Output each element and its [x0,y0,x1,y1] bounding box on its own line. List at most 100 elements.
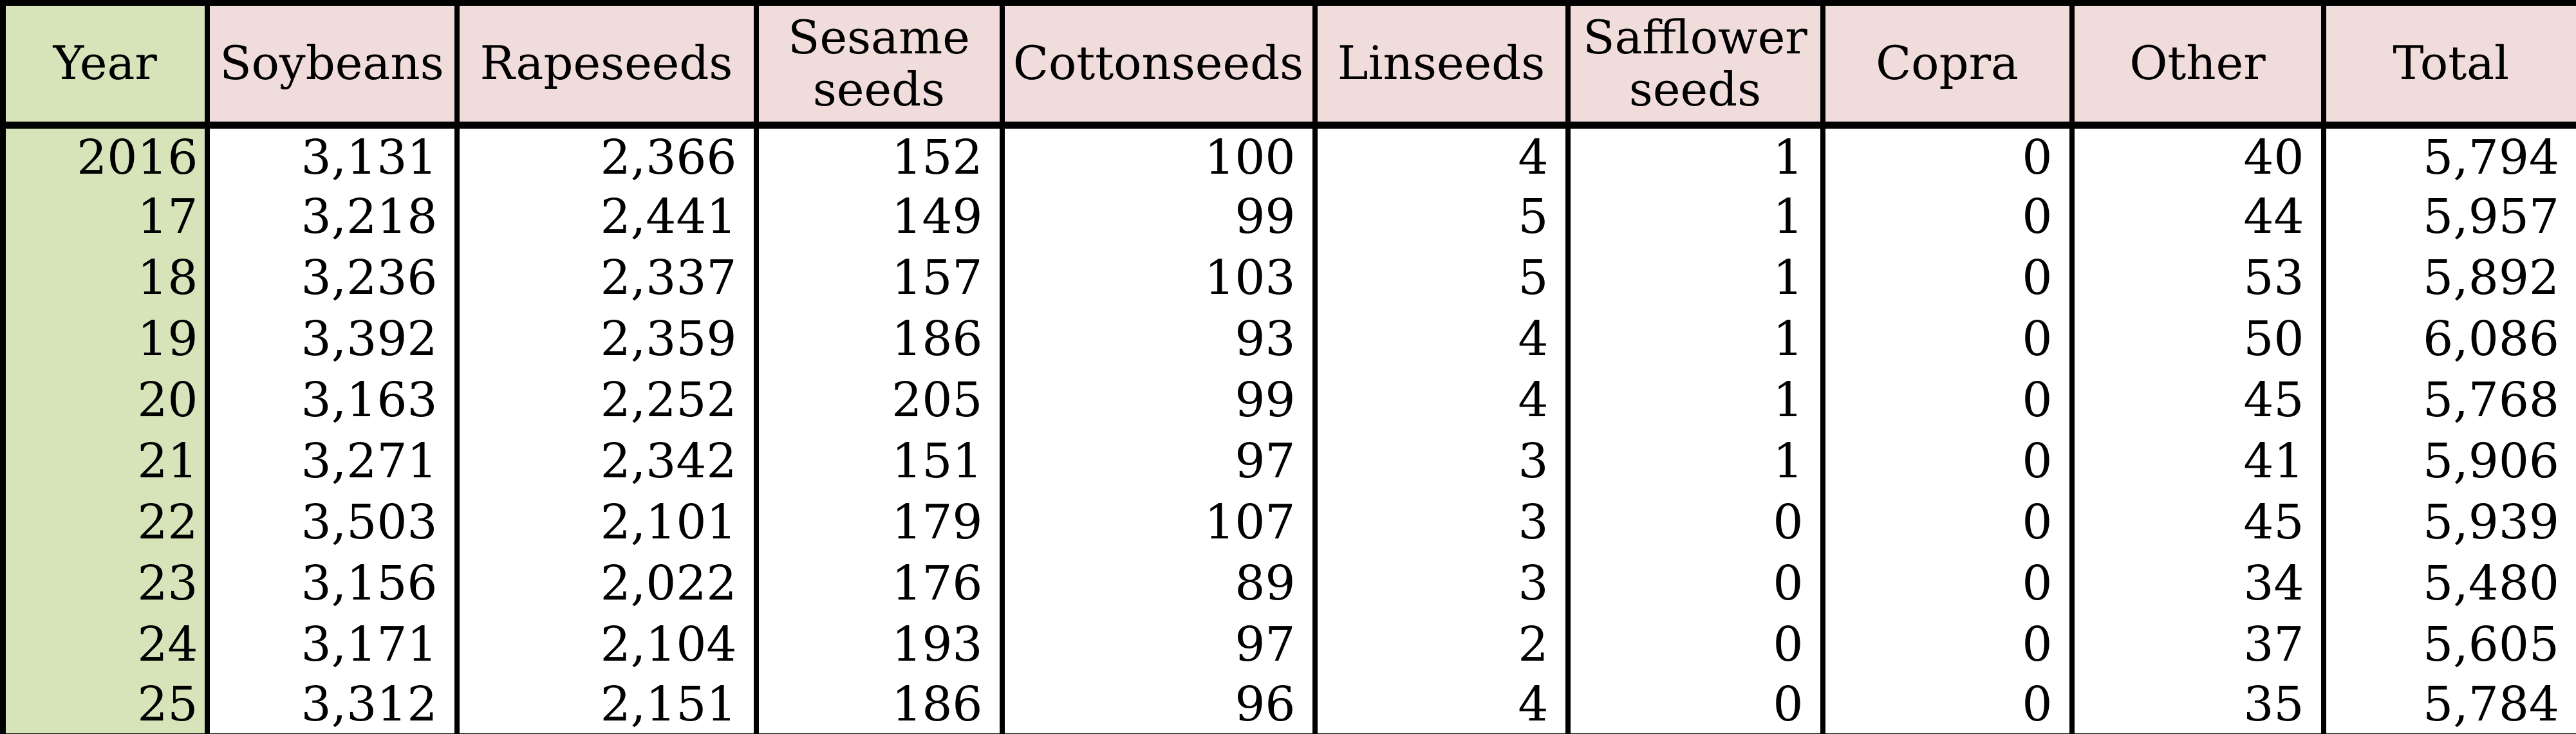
cell-copra: 0 [1820,553,2075,614]
cell-rapeseeds: 2,104 [454,614,759,675]
cell-rapeseeds: 2,022 [454,553,759,614]
cell-copra: 0 [1820,125,2075,187]
table-row-year-25: 25 3,312 2,151 186 96 4 0 0 35 5,784 [0,675,2576,734]
cell-linseeds: 2 [1312,614,1571,675]
cell-soybeans: 3,392 [204,308,460,370]
cell-soybeans: 3,171 [204,614,460,675]
cell-copra: 0 [1820,369,2075,431]
table-row-year-2016: 2016 3,131 2,366 152 100 4 1 0 40 5,794 [0,125,2576,187]
cell-sesame_seeds: 151 [753,430,1005,492]
cell-rapeseeds: 2,441 [454,186,759,248]
cell-other: 41 [2069,430,2326,492]
cell-cottonseeds: 89 [999,553,1318,614]
column-header-total: Total [2320,3,2576,129]
cell-linseeds: 5 [1312,247,1571,309]
cell-other: 53 [2069,247,2326,309]
cell-cottonseeds: 99 [999,369,1318,431]
cell-total: 5,605 [2320,614,2576,675]
cell-safflower_seeds: 1 [1565,125,1825,187]
table-row-year-18: 18 3,236 2,337 157 103 5 1 0 53 5,892 [0,247,2576,309]
cell-copra: 0 [1820,430,2075,492]
cell-linseeds: 5 [1312,186,1571,248]
cell-copra: 0 [1820,186,2075,248]
cell-cottonseeds: 100 [999,125,1318,187]
cell-rapeseeds: 2,359 [454,308,759,370]
table-row-year-23: 23 3,156 2,022 176 89 3 0 0 34 5,480 [0,553,2576,614]
column-header-sesame_seeds: Sesame seeds [753,3,1005,129]
column-header-safflower_seeds: Safflower seeds [1565,3,1825,129]
cell-safflower_seeds: 0 [1565,614,1825,675]
cell-other: 37 [2069,614,2326,675]
cell-cottonseeds: 96 [999,675,1318,734]
cell-sesame_seeds: 186 [753,675,1005,734]
cell-soybeans: 3,236 [204,247,460,309]
cell-linseeds: 4 [1312,125,1571,187]
cell-cottonseeds: 93 [999,308,1318,370]
table-row-year-21: 21 3,271 2,342 151 97 3 1 0 41 5,906 [0,430,2576,492]
year-cell: 19 [0,308,210,370]
cell-rapeseeds: 2,337 [454,247,759,309]
cell-safflower_seeds: 1 [1565,430,1825,492]
cell-soybeans: 3,131 [204,125,460,187]
cell-linseeds: 3 [1312,430,1571,492]
cell-total: 5,906 [2320,430,2576,492]
year-cell: 17 [0,186,210,248]
cell-cottonseeds: 103 [999,247,1318,309]
cell-copra: 0 [1820,308,2075,370]
cell-safflower_seeds: 0 [1565,491,1825,553]
cell-rapeseeds: 2,101 [454,491,759,553]
column-header-other: Other [2069,3,2326,129]
cell-safflower_seeds: 1 [1565,369,1825,431]
cell-other: 34 [2069,553,2326,614]
cell-copra: 0 [1820,614,2075,675]
year-cell: 18 [0,247,210,309]
cell-cottonseeds: 97 [999,430,1318,492]
cell-sesame_seeds: 186 [753,308,1005,370]
table-row-year-19: 19 3,392 2,359 186 93 4 1 0 50 6,086 [0,308,2576,370]
cell-sesame_seeds: 179 [753,491,1005,553]
cell-soybeans: 3,218 [204,186,460,248]
cell-soybeans: 3,156 [204,553,460,614]
table-row-year-17: 17 3,218 2,441 149 99 5 1 0 44 5,957 [0,186,2576,248]
cell-rapeseeds: 2,252 [454,369,759,431]
column-header-cottonseeds: Cottonseeds [999,3,1318,129]
cell-soybeans: 3,503 [204,491,460,553]
cell-sesame_seeds: 149 [753,186,1005,248]
column-header-rapeseeds: Rapeseeds [454,3,759,129]
cell-cottonseeds: 107 [999,491,1318,553]
cell-soybeans: 3,312 [204,675,460,734]
cell-rapeseeds: 2,151 [454,675,759,734]
table-body: 2016 3,131 2,366 152 100 4 1 0 40 5,794 17 3,218 2,4… [0,125,2576,734]
column-header-copra: Copra [1820,3,2075,129]
year-cell: 2016 [0,125,210,187]
cell-linseeds: 3 [1312,491,1571,553]
cell-total: 5,892 [2320,247,2576,309]
cell-rapeseeds: 2,366 [454,125,759,187]
year-cell: 24 [0,614,210,675]
year-cell: 23 [0,553,210,614]
cell-safflower_seeds: 0 [1565,675,1825,734]
cell-linseeds: 4 [1312,369,1571,431]
cell-safflower_seeds: 1 [1565,186,1825,248]
cell-soybeans: 3,271 [204,430,460,492]
column-header-linseeds: Linseeds [1312,3,1571,129]
year-cell: 21 [0,430,210,492]
table-row-year-22: 22 3,503 2,101 179 107 3 0 0 45 5,939 [0,491,2576,553]
cell-safflower_seeds: 1 [1565,308,1825,370]
year-cell: 20 [0,369,210,431]
cell-sesame_seeds: 193 [753,614,1005,675]
year-cell: 25 [0,675,210,734]
table-row-year-20: 20 3,163 2,252 205 99 4 1 0 45 5,768 [0,369,2576,431]
cell-total: 6,086 [2320,308,2576,370]
cell-total: 5,480 [2320,553,2576,614]
header-row: Year Soybeans Rapeseeds Sesame seeds Cottons… [0,3,2576,129]
cell-copra: 0 [1820,675,2075,734]
year-cell: 22 [0,491,210,553]
cell-rapeseeds: 2,342 [454,430,759,492]
cell-linseeds: 4 [1312,308,1571,370]
cell-copra: 0 [1820,247,2075,309]
table-row-year-24: 24 3,171 2,104 193 97 2 0 0 37 5,605 [0,614,2576,675]
cell-other: 45 [2069,369,2326,431]
cell-soybeans: 3,163 [204,369,460,431]
